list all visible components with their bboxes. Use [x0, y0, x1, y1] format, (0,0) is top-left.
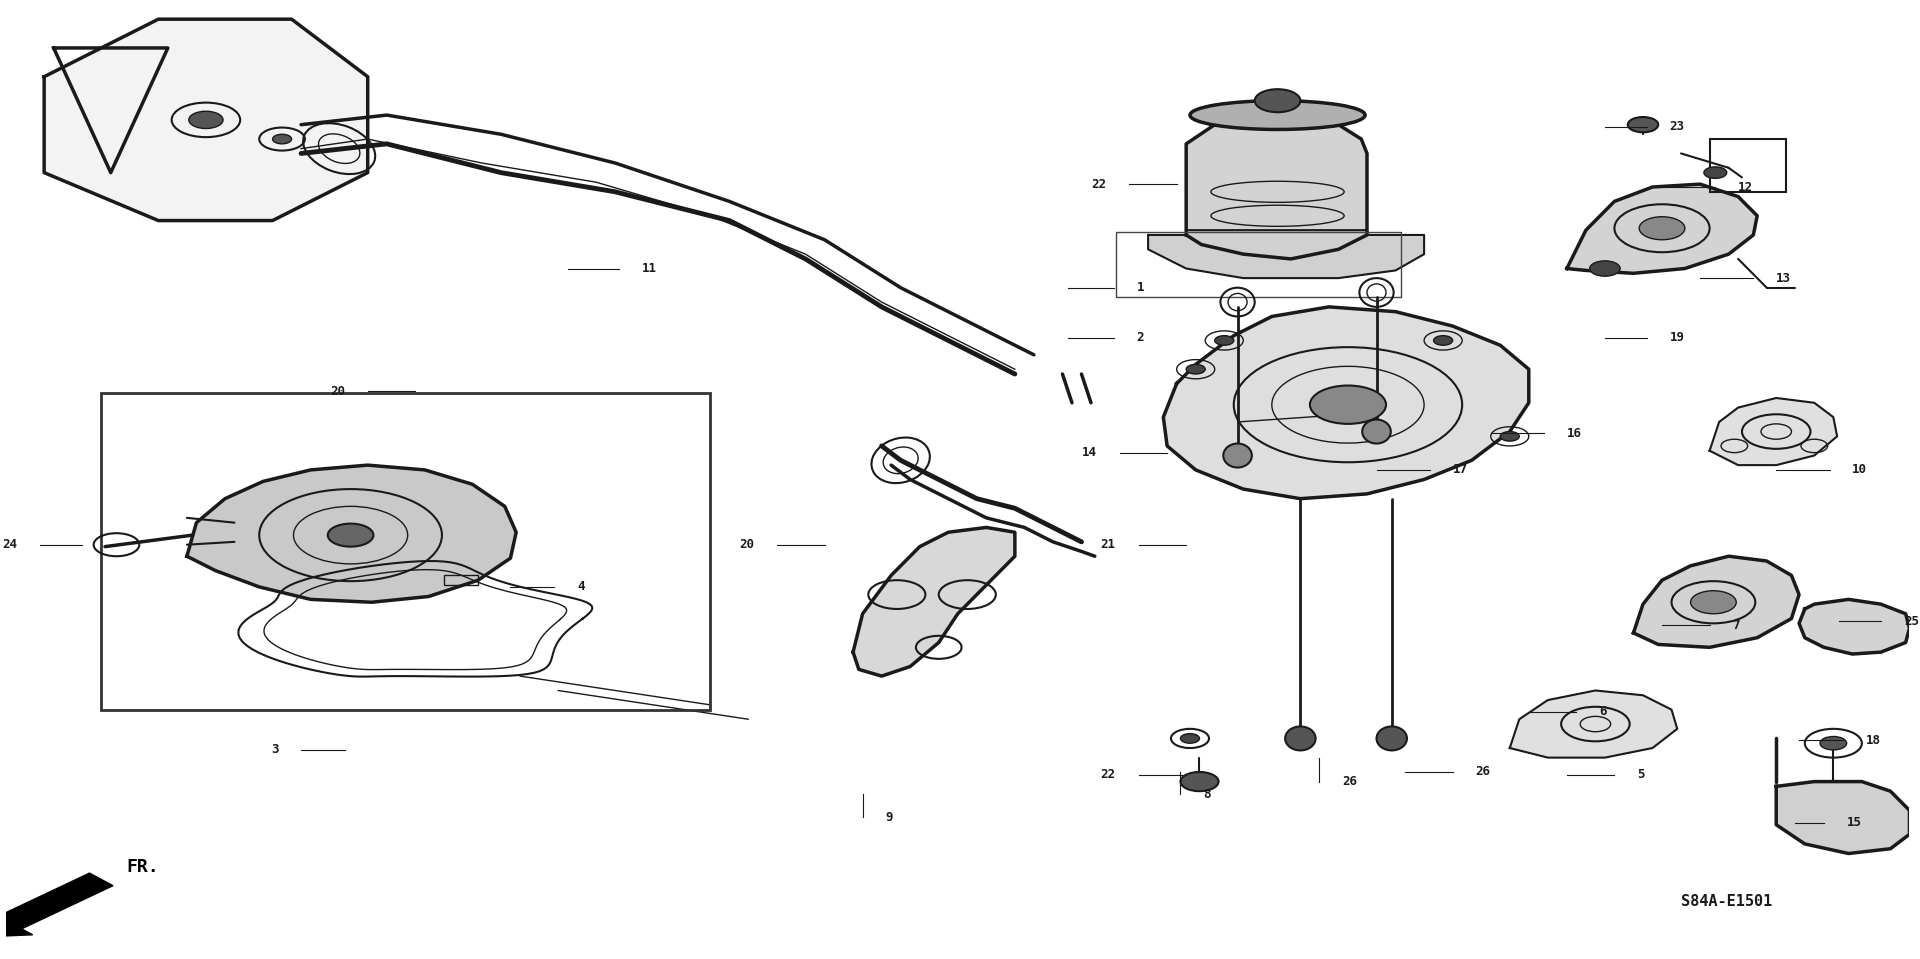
Ellipse shape: [1190, 101, 1365, 129]
Polygon shape: [1776, 782, 1910, 854]
Text: FR.: FR.: [127, 857, 159, 876]
Circle shape: [1254, 89, 1300, 112]
Text: 12: 12: [1738, 180, 1753, 194]
Polygon shape: [1148, 230, 1425, 278]
Ellipse shape: [1361, 420, 1390, 443]
Text: 10: 10: [1853, 463, 1868, 477]
Text: S84A-E1501: S84A-E1501: [1682, 894, 1772, 909]
Circle shape: [1181, 734, 1200, 743]
Text: 13: 13: [1776, 271, 1791, 285]
Text: 18: 18: [1866, 734, 1882, 747]
Text: 20: 20: [330, 385, 346, 398]
Ellipse shape: [1223, 443, 1252, 468]
Text: 1: 1: [1137, 281, 1144, 294]
Polygon shape: [1709, 398, 1837, 465]
Text: 21: 21: [1100, 538, 1116, 551]
Text: 22: 22: [1100, 768, 1116, 782]
Circle shape: [1309, 386, 1386, 424]
Polygon shape: [1567, 184, 1757, 273]
Polygon shape: [1799, 599, 1910, 654]
Text: 15: 15: [1847, 816, 1862, 830]
Text: 9: 9: [885, 810, 893, 824]
Circle shape: [1628, 117, 1659, 132]
Text: 8: 8: [1204, 787, 1212, 801]
Polygon shape: [1634, 556, 1799, 647]
Bar: [102, 393, 710, 710]
Text: 6: 6: [1599, 705, 1607, 718]
Bar: [444, 575, 478, 585]
Text: 3: 3: [271, 743, 278, 757]
Circle shape: [273, 134, 292, 144]
Text: 20: 20: [739, 538, 755, 551]
Ellipse shape: [1284, 727, 1315, 750]
Circle shape: [1187, 364, 1206, 374]
Circle shape: [1640, 217, 1686, 240]
Circle shape: [1215, 336, 1235, 345]
Bar: [1709, 139, 1786, 192]
Ellipse shape: [1377, 727, 1407, 750]
Circle shape: [1500, 432, 1519, 441]
Text: 22: 22: [1091, 177, 1106, 191]
Text: 23: 23: [1670, 120, 1684, 133]
Text: 4: 4: [578, 580, 584, 594]
Text: 24: 24: [2, 538, 17, 551]
Polygon shape: [44, 19, 369, 221]
Text: 19: 19: [1670, 331, 1684, 344]
Circle shape: [1703, 167, 1726, 178]
Text: 26: 26: [1475, 765, 1490, 779]
Text: 25: 25: [1905, 615, 1918, 628]
Circle shape: [188, 111, 223, 129]
Text: 7: 7: [1732, 619, 1740, 632]
Text: 16: 16: [1567, 427, 1582, 440]
Circle shape: [1434, 336, 1453, 345]
Text: 2: 2: [1137, 331, 1144, 344]
Text: 5: 5: [1638, 768, 1645, 782]
Polygon shape: [852, 527, 1016, 676]
Circle shape: [328, 524, 372, 547]
Polygon shape: [186, 465, 516, 602]
Text: 14: 14: [1081, 446, 1096, 459]
Circle shape: [1820, 737, 1847, 750]
Polygon shape: [1164, 307, 1528, 499]
Text: 26: 26: [1342, 775, 1357, 788]
Circle shape: [1692, 591, 1736, 614]
FancyArrow shape: [0, 873, 113, 937]
Circle shape: [1590, 261, 1620, 276]
Text: 17: 17: [1453, 463, 1467, 477]
Text: 11: 11: [641, 262, 657, 275]
Circle shape: [1181, 772, 1219, 791]
Polygon shape: [1187, 115, 1367, 259]
Bar: [1116, 232, 1402, 297]
Polygon shape: [1509, 690, 1678, 758]
